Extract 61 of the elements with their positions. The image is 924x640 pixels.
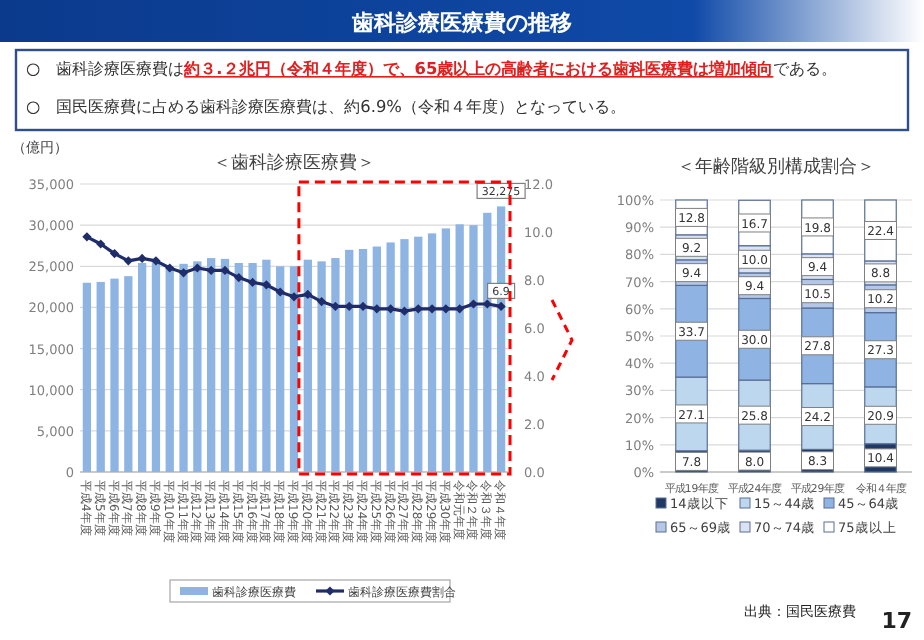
text: ○ 歯科診療医療費は [26, 58, 185, 78]
bar [372, 246, 381, 472]
point [165, 263, 175, 273]
bar [427, 233, 437, 472]
bar [386, 242, 395, 472]
point [192, 263, 202, 273]
bar [317, 261, 326, 472]
bar [248, 262, 257, 472]
bar [441, 228, 451, 472]
bar [262, 259, 271, 472]
bar [345, 249, 354, 472]
bar [331, 258, 340, 472]
bar [469, 225, 478, 472]
point [261, 280, 271, 290]
point [82, 232, 92, 242]
point [496, 301, 506, 311]
bar [207, 258, 216, 472]
point [441, 304, 451, 314]
point [427, 304, 437, 314]
bar [179, 263, 188, 472]
point [413, 304, 423, 314]
point [234, 273, 244, 283]
point [109, 249, 120, 259]
bar [303, 259, 312, 472]
bar [276, 266, 285, 472]
text: ○ 国民医療費に占める歯科診療医療費は、約6.9%（令和４年度）となっている。 [26, 96, 626, 116]
text: 歯科診療医療費の推移 [350, 10, 572, 36]
point [275, 287, 285, 297]
bar [96, 281, 105, 472]
bar [289, 266, 299, 472]
point [372, 304, 382, 314]
bar [110, 278, 119, 472]
bar [151, 261, 161, 472]
point [123, 256, 133, 266]
bar [234, 262, 243, 472]
point [399, 306, 410, 316]
point [386, 304, 396, 314]
text: 約３.２兆円（令和４年度）で、65歳以上の高齢者における歯科医療費は増加傾向 [182, 58, 774, 78]
bar [165, 266, 174, 472]
point [247, 277, 258, 287]
point [317, 297, 327, 307]
bar [414, 236, 423, 472]
bar [82, 282, 92, 472]
point [455, 304, 465, 314]
point [96, 239, 106, 249]
bar [220, 258, 230, 472]
text: 17 [881, 608, 912, 634]
bar [455, 224, 464, 472]
point [289, 292, 299, 302]
chart-title: ＜年齢階級別構成割合＞ [677, 156, 875, 178]
point [151, 256, 161, 266]
bar [137, 262, 147, 472]
bar [400, 239, 409, 472]
point [137, 253, 147, 263]
chart-title: ＜歯科診療医療費＞ [213, 152, 375, 174]
bar [124, 276, 133, 472]
point [178, 268, 189, 278]
bar [358, 249, 368, 472]
bar [193, 261, 202, 472]
text: である。 [773, 58, 838, 78]
point [303, 289, 313, 299]
